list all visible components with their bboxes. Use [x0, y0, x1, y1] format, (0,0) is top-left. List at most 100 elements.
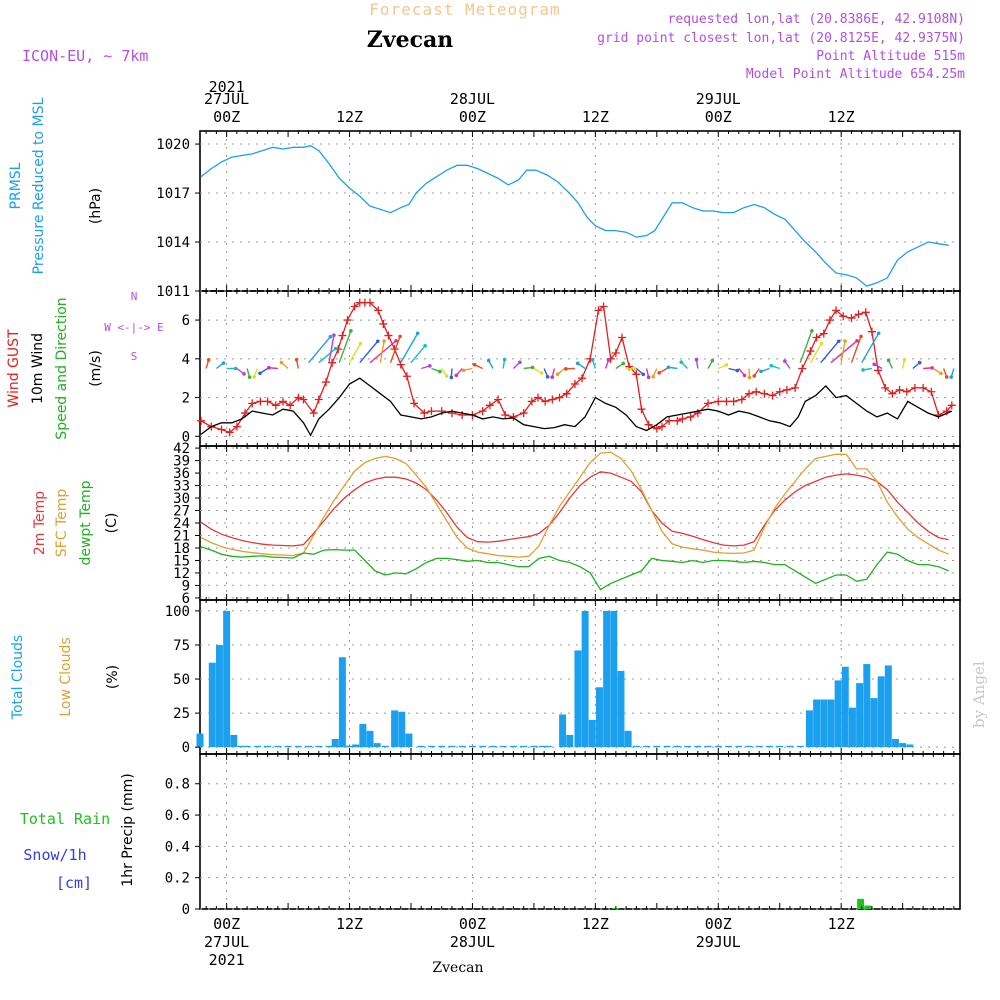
panel-label: dewpt Temp — [78, 480, 94, 565]
gust-marker — [745, 389, 754, 398]
y-tick-label: 0 — [182, 902, 190, 918]
bottom-time-label: 28JUL — [450, 933, 495, 951]
wind-direction-arrowhead — [590, 358, 595, 362]
gust-marker — [644, 420, 653, 429]
wind-direction-arrowhead — [651, 374, 655, 379]
top-time-label: 00Z — [705, 108, 732, 126]
bottom-time-label: 00Z — [705, 915, 732, 933]
wind-direction-arrowhead — [555, 372, 560, 376]
gust-marker — [309, 409, 318, 418]
y-tick-label: 36 — [173, 466, 190, 482]
wind-direction-arrowhead — [449, 375, 454, 380]
wind-direction-arrowhead — [428, 364, 432, 368]
wind-direction-arrowhead — [810, 328, 814, 333]
panel-label: Wind GUST — [6, 329, 22, 408]
gust-marker — [637, 405, 646, 414]
wind-direction-arrowhead — [332, 333, 336, 337]
wind-direction-arrowhead — [545, 374, 550, 379]
series-line-temperature-2 — [200, 546, 949, 591]
top-year-label: 2021 — [209, 78, 245, 96]
panel-label: (hPa) — [88, 188, 104, 224]
wind-direction-arrow — [799, 330, 813, 363]
gust-marker — [478, 407, 487, 416]
gust-marker — [722, 397, 731, 406]
gust-marker — [447, 409, 456, 418]
bar-clouds — [284, 745, 292, 748]
bar-clouds — [581, 610, 589, 748]
wind-direction-arrowhead — [747, 375, 752, 380]
info-requested: requested lon,lat (20.8386E, 42.9108N) — [668, 12, 965, 27]
bar-clouds — [841, 666, 849, 748]
gust-marker — [570, 380, 579, 388]
panel-label: 10m Wind — [30, 333, 46, 404]
wind-direction-arrowhead — [267, 365, 271, 370]
panel-frame-wind — [199, 290, 961, 447]
bar-clouds — [610, 610, 618, 748]
wind-direction-arrowhead — [855, 339, 859, 343]
gust-marker — [657, 422, 666, 431]
gust-marker — [847, 314, 856, 323]
direction-legend-n: N — [131, 290, 138, 303]
y-tick-label: 18 — [173, 541, 190, 557]
wind-direction-arrowhead — [621, 361, 626, 366]
wind-direction-arrowhead — [606, 358, 611, 362]
bar-clouds — [827, 699, 835, 748]
panel-label: Low Clouds — [58, 637, 74, 716]
bar-clouds — [891, 739, 899, 748]
wind-direction-arrowhead — [333, 346, 338, 351]
gust-marker — [812, 333, 821, 342]
wind-direction-arrow — [369, 340, 397, 364]
bar-clouds — [520, 745, 528, 748]
gust-marker — [927, 387, 936, 396]
bar-clouds — [359, 724, 367, 748]
bar-clouds — [848, 707, 856, 748]
bar-clouds — [820, 699, 828, 748]
bar-clouds — [468, 745, 476, 748]
gust-marker — [527, 397, 536, 406]
wind-direction-arrowhead — [902, 357, 907, 362]
wind-direction-arrowhead — [859, 334, 863, 339]
panel-label: 2m Temp — [32, 491, 48, 555]
top-time-label: 12Z — [336, 108, 363, 126]
gust-marker — [599, 302, 608, 311]
wind-direction-arrow — [840, 340, 846, 363]
bar-clouds — [530, 745, 538, 748]
wind-direction-arrowhead — [930, 366, 934, 370]
bar-clouds — [617, 670, 625, 748]
y-tick-label: 39 — [173, 454, 190, 470]
bottom-time-label: 12Z — [336, 915, 363, 933]
gust-marker — [410, 399, 419, 408]
bar-precip — [857, 898, 865, 909]
wind-direction-arrowhead — [438, 369, 442, 374]
top-time-label: 12Z — [582, 108, 609, 126]
gust-marker — [782, 385, 791, 394]
bar-clouds — [856, 683, 864, 748]
bar-precip — [864, 905, 872, 909]
gust-marker — [617, 333, 626, 342]
wind-direction-arrow — [348, 343, 362, 364]
info-point-altitude: Point Altitude 515m — [816, 49, 965, 64]
top-time-label: 27JUL — [204, 90, 249, 108]
wind-direction-arrowhead — [252, 375, 256, 379]
bar-clouds — [884, 665, 892, 748]
bar-clouds — [735, 745, 743, 748]
panel-label: Total Clouds — [10, 635, 26, 720]
bar-clouds — [405, 733, 413, 748]
gust-marker — [197, 416, 206, 425]
top-time-label: 12Z — [828, 108, 855, 126]
gust-marker — [652, 424, 661, 433]
panel-label: [cm] — [56, 874, 92, 892]
y-tick-label: 0.4 — [165, 839, 190, 855]
wind-direction-arrowhead — [666, 365, 671, 370]
gust-marker — [314, 395, 323, 404]
wind-direction-arrowhead — [233, 366, 238, 371]
bar-clouds — [274, 745, 282, 748]
gust-marker — [343, 316, 352, 325]
series-line-temperature-0 — [200, 471, 949, 547]
gust-marker — [881, 383, 890, 392]
wind-direction-arrow — [861, 332, 880, 364]
panel-frame-pressure — [199, 130, 961, 292]
panel-frames — [199, 130, 961, 910]
bar-clouds — [632, 745, 640, 748]
bar-clouds — [877, 676, 885, 748]
